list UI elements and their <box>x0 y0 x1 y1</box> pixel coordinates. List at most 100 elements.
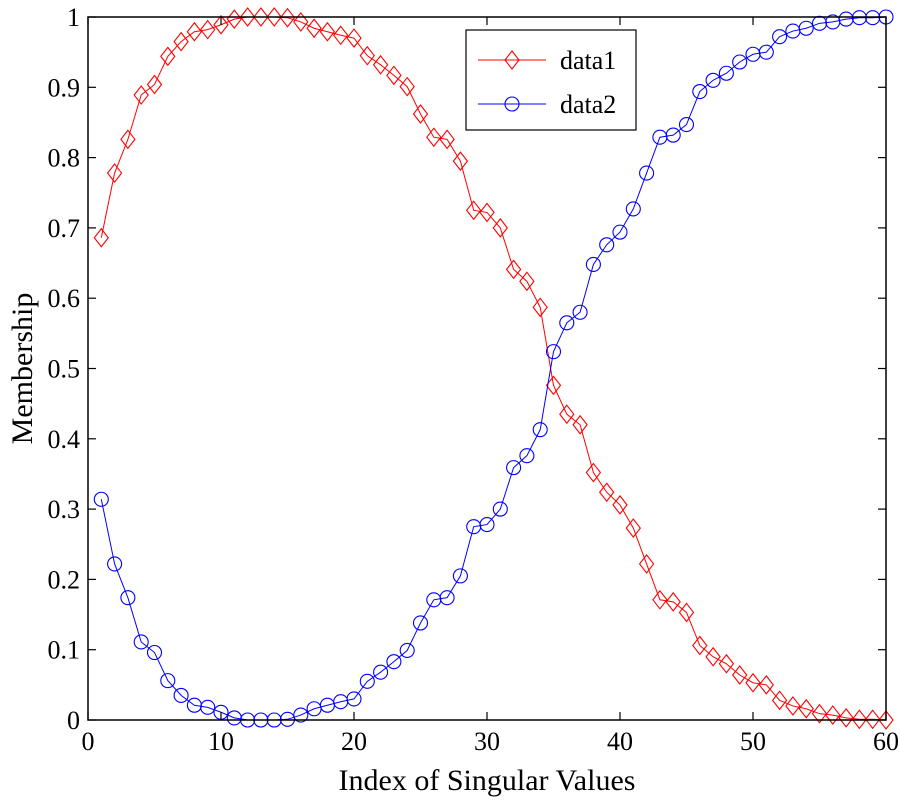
data-point-data1 <box>705 646 721 667</box>
series-line-data2 <box>100 16 887 721</box>
legend-marker <box>504 96 520 112</box>
x-axis-title: Index of Singular Values <box>339 764 636 797</box>
data-point-data1 <box>93 227 109 248</box>
data-point-data2 <box>160 673 176 689</box>
data-point-data1 <box>253 7 269 27</box>
data-point-data1 <box>732 665 748 685</box>
data-point-data2 <box>359 673 375 689</box>
data-point-data1 <box>186 21 203 42</box>
data-point-data1 <box>386 65 402 86</box>
data-point-data2 <box>146 644 163 661</box>
x-tick-label: 0 <box>82 727 95 756</box>
legend-marker <box>504 50 520 70</box>
data-point-data1 <box>585 462 602 483</box>
data-point-data2 <box>492 501 508 517</box>
data-point-data1 <box>811 703 828 724</box>
data-point-data1 <box>306 18 322 39</box>
data-point-data1 <box>200 19 216 40</box>
data-point-data2 <box>705 72 721 88</box>
data-point-data2 <box>93 491 109 507</box>
data-point-data1 <box>279 7 296 28</box>
data-point-data1 <box>106 163 123 183</box>
data-point-data2 <box>545 344 562 360</box>
data-point-data1 <box>625 518 641 538</box>
data-point-data2 <box>200 699 216 715</box>
data-point-data1 <box>492 218 508 238</box>
y-tick-label: 0.1 <box>48 636 81 665</box>
data-point-data2 <box>625 201 641 217</box>
x-tick-label: 40 <box>607 727 633 756</box>
data-point-data1 <box>266 7 282 27</box>
data-point-data2 <box>452 568 468 584</box>
data-point-data2 <box>412 615 429 631</box>
data-point-data1 <box>785 696 801 716</box>
x-tick-label: 30 <box>474 727 500 756</box>
data-point-data1 <box>838 707 854 728</box>
data-point-data1 <box>745 672 761 693</box>
data-point-data2 <box>506 460 522 476</box>
y-tick-label: 0.5 <box>48 355 81 384</box>
data-point-data1 <box>293 12 309 32</box>
data-point-data1 <box>439 129 455 150</box>
legend-label: data1 <box>560 46 616 75</box>
data-point-data2 <box>519 448 535 464</box>
data-point-data1 <box>226 9 242 30</box>
data-point-data2 <box>173 687 189 703</box>
data-point-data2 <box>758 44 774 60</box>
y-axis-title: Membership <box>6 293 39 445</box>
data-point-data1 <box>572 414 588 435</box>
data-point-data2 <box>732 54 748 70</box>
data-point-data2 <box>599 237 615 253</box>
legend: data1 data2 <box>465 29 637 131</box>
data-point-data1 <box>333 25 349 46</box>
data-point-data2 <box>639 165 655 181</box>
data-point-data1 <box>678 602 695 623</box>
x-tick-label: 60 <box>873 727 899 756</box>
data-point-data2 <box>798 20 814 36</box>
data-point-data2 <box>572 304 588 320</box>
data-point-data1 <box>133 85 149 105</box>
legend-entry-data1: data1 <box>478 46 616 75</box>
data-point-data2 <box>439 590 455 606</box>
y-tick-label: 0 <box>67 706 80 735</box>
data-point-data1 <box>758 674 774 695</box>
data-point-data1 <box>412 104 429 124</box>
data-point-data2 <box>678 117 695 133</box>
data-point-data2 <box>293 707 309 723</box>
data-point-data1 <box>505 259 522 280</box>
data-point-data1 <box>346 28 362 48</box>
data-point-data1 <box>319 21 336 42</box>
data-point-data1 <box>466 200 482 221</box>
data-point-data2 <box>120 590 136 606</box>
data-point-data1 <box>825 705 841 725</box>
data-point-data1 <box>638 554 655 574</box>
data-point-data1 <box>878 710 894 730</box>
data-point-data1 <box>519 271 535 292</box>
axis-ticks: 0 10 20 30 40 50 60 0 0.1 0.2 0.3 0.4 0.5 0.6 0.7 0.8 0.… <box>48 3 900 756</box>
data-point-data1 <box>120 129 136 150</box>
y-tick-label: 0.8 <box>48 144 81 173</box>
y-tick-label: 0.4 <box>48 425 81 454</box>
data-point-data2 <box>399 642 415 658</box>
y-tick-label: 1 <box>67 3 80 32</box>
data-point-data1 <box>851 709 868 730</box>
x-tick-label: 20 <box>341 727 367 756</box>
data-point-data2 <box>532 422 548 438</box>
data-point-data1 <box>692 635 708 656</box>
data-point-data2 <box>133 634 149 650</box>
data-point-data2 <box>107 556 123 572</box>
x-tick-label: 10 <box>208 727 234 756</box>
data-point-data2 <box>346 691 362 707</box>
data-point-data1 <box>545 375 562 396</box>
data-point-data1 <box>665 592 681 612</box>
data-point-data1 <box>372 54 389 75</box>
data-point-data1 <box>612 494 628 515</box>
data-point-data1 <box>173 31 189 52</box>
data-point-data1 <box>359 45 375 66</box>
series-layer <box>93 7 894 730</box>
data-point-data1 <box>865 709 881 730</box>
data-point-data1 <box>479 202 495 223</box>
data-point-data2 <box>479 517 495 533</box>
data-point-data2 <box>692 83 708 100</box>
